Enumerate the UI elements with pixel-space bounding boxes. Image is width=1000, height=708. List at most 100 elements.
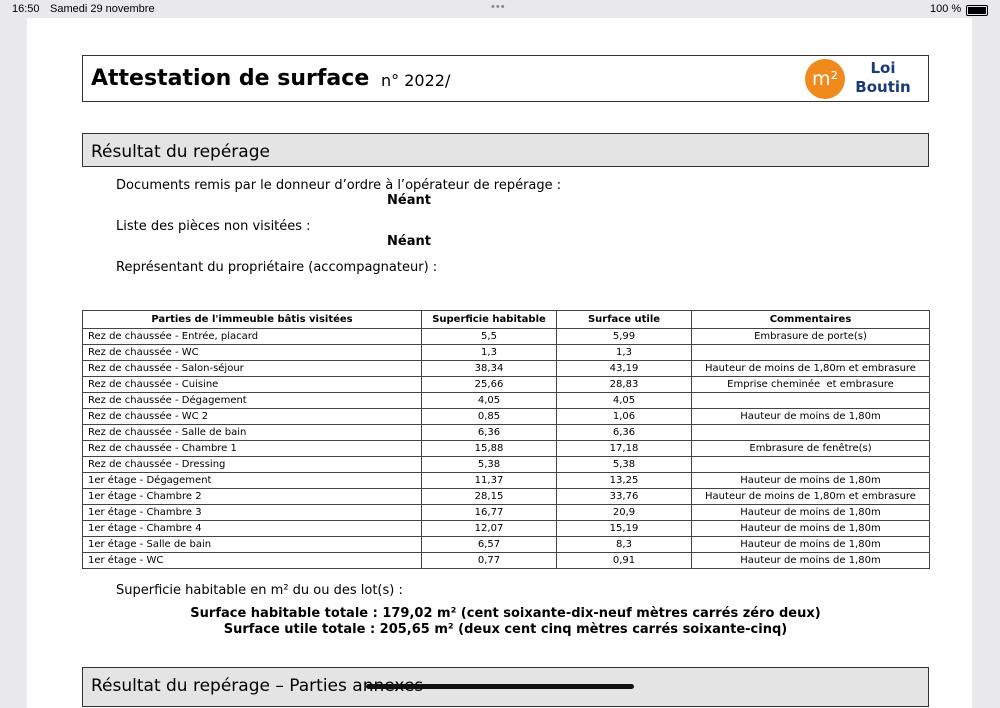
table-cell: 0,91 <box>556 552 692 569</box>
table-cell: Rez de chaussée - WC <box>82 344 422 361</box>
table-cell: Hauteur de moins de 1,80m <box>691 504 930 521</box>
multitask-dots[interactable]: ••• <box>491 1 506 13</box>
table-row: Rez de chaussée - Salle de bain 6,36 6,36 <box>82 424 930 441</box>
table-row: Rez de chaussée - Dressing 5,38 5,38 <box>82 456 930 473</box>
table-row: 1er étage - Salle de bain 6,57 8,3 Hauteur … <box>82 536 930 553</box>
table-cell: Emprise cheminée et embrasure <box>691 376 930 393</box>
table-row: Rez de chaussée - WC 2 0,85 1,06 Hauteur de… <box>82 408 930 425</box>
table-cell: 33,76 <box>556 488 692 505</box>
table-cell: Rez de chaussée - Chambre 1 <box>82 440 422 457</box>
column-header: Surface utile <box>556 310 692 329</box>
home-indicator[interactable] <box>366 684 634 689</box>
table-cell: 1,06 <box>556 408 692 425</box>
table-cell <box>691 392 930 409</box>
column-header: Superficie habitable <box>421 310 557 329</box>
table-cell: Hauteur de moins de 1,80m <box>691 520 930 537</box>
column-header: Parties de l'immeuble bâtis visitées <box>82 310 422 329</box>
table-cell: 1er étage - Chambre 3 <box>82 504 422 521</box>
table-cell: 0,85 <box>421 408 557 425</box>
table-cell: 28,15 <box>421 488 557 505</box>
table-cell: 6,36 <box>421 424 557 441</box>
table-cell: Embrasure de porte(s) <box>691 328 930 345</box>
table-cell: 43,19 <box>556 360 692 377</box>
table-row: Rez de chaussée - Dégagement 4,05 4,05 <box>82 392 930 409</box>
battery-level: 100 % <box>930 3 962 15</box>
total-habitable: Surface habitable totale : 179,02 m² (ce… <box>190 606 821 621</box>
table-cell <box>691 456 930 473</box>
table-cell: Embrasure de fenêtre(s) <box>691 440 930 457</box>
table-cell: 5,38 <box>421 456 557 473</box>
doc-number: n° 2022/ <box>381 71 451 90</box>
table-row: 1er étage - Chambre 4 12,07 15,19 Hauteur d… <box>82 520 930 537</box>
table-cell: 20,9 <box>556 504 692 521</box>
table-cell: Hauteur de moins de 1,80m <box>691 408 930 425</box>
table-cell <box>691 424 930 441</box>
table-row: 1er étage - Dégagement 11,37 13,25 Hauteur … <box>82 472 930 489</box>
column-header: Commentaires <box>691 310 930 329</box>
date: Samedi 29 novembre <box>50 3 155 15</box>
table-cell: 1er étage - Dégagement <box>82 472 422 489</box>
table-cell <box>691 344 930 361</box>
logo-line: Loi <box>870 59 896 77</box>
table-row: Rez de chaussée - WC 1,3 1,3 <box>82 344 930 361</box>
table-row: Rez de chaussée - Salon-séjour 38,34 43,19… <box>82 360 930 377</box>
header-box: Attestation de surface n° 2022/ m² Loi Bo… <box>82 55 929 102</box>
table-cell: 16,77 <box>421 504 557 521</box>
table-cell: 1er étage - WC <box>82 552 422 569</box>
table-cell: 1,3 <box>556 344 692 361</box>
table-cell: 5,5 <box>421 328 557 345</box>
table-cell: Rez de chaussée - Dégagement <box>82 392 422 409</box>
table-cell: Hauteur de moins de 1,80m et embrasure <box>691 360 930 377</box>
total-utile: Surface utile totale : 205,65 m² (deux c… <box>223 622 788 637</box>
table-cell: Rez de chaussée - Salle de bain <box>82 424 422 441</box>
table-cell: 25,66 <box>421 376 557 393</box>
table-row: 1er étage - WC 0,77 0,91 Hauteur de moins d… <box>82 552 930 569</box>
time: 16:50 <box>12 3 40 15</box>
table-row: 1er étage - Chambre 3 16,77 20,9 Hauteur de… <box>82 504 930 521</box>
table-cell: 5,38 <box>556 456 692 473</box>
section-header: Résultat du repérage <box>82 133 929 167</box>
table-cell: 6,57 <box>421 536 557 553</box>
logo-circle: m² <box>805 59 845 99</box>
representative-label: Représentant du propriétaire (accompagna… <box>116 260 438 275</box>
table-cell: 4,05 <box>556 392 692 409</box>
table-cell: 12,07 <box>421 520 557 537</box>
table-cell: Hauteur de moins de 1,80m <box>691 536 930 553</box>
table-cell: 1er étage - Chambre 2 <box>82 488 422 505</box>
table-cell: 28,83 <box>556 376 692 393</box>
summary-label: Superficie habitable en m² du ou des lot… <box>116 583 403 598</box>
table-cell: 15,19 <box>556 520 692 537</box>
table-cell: Rez de chaussée - Salon-séjour <box>82 360 422 377</box>
logo-text: Loi Boutin <box>855 59 911 97</box>
table-cell: 17,18 <box>556 440 692 457</box>
table-cell: 38,34 <box>421 360 557 377</box>
table-row: Rez de chaussée - Entrée, placard 5,5 5,99… <box>82 328 930 345</box>
table-cell: Rez de chaussée - Dressing <box>82 456 422 473</box>
table-cell: Hauteur de moins de 1,80m <box>691 552 930 569</box>
battery-icon <box>966 5 988 16</box>
unvisited-value: Néant <box>387 234 431 249</box>
table-cell: Rez de chaussée - Entrée, placard <box>82 328 422 345</box>
doc-title: Attestation de surface <box>91 66 370 91</box>
table-row: Rez de chaussée - Cuisine 25,66 28,83 Empri… <box>82 376 930 393</box>
table-cell: 1er étage - Salle de bain <box>82 536 422 553</box>
documents-value: Néant <box>387 193 431 208</box>
table-cell: Hauteur de moins de 1,80m <box>691 472 930 489</box>
logo-line: Boutin <box>855 78 911 96</box>
table-cell: Hauteur de moins de 1,80m et embrasure <box>691 488 930 505</box>
table-row: 1er étage - Chambre 2 28,15 33,76 Hauteur d… <box>82 488 930 505</box>
table-row: Rez de chaussée - Chambre 1 15,88 17,18 Emb… <box>82 440 930 457</box>
table-cell: 5,99 <box>556 328 692 345</box>
table-cell: 13,25 <box>556 472 692 489</box>
table-cell: 1er étage - Chambre 4 <box>82 520 422 537</box>
table-cell: Rez de chaussée - WC 2 <box>82 408 422 425</box>
table-cell: 11,37 <box>421 472 557 489</box>
table-cell: 6,36 <box>556 424 692 441</box>
table-cell: 4,05 <box>421 392 557 409</box>
table-cell: Rez de chaussée - Cuisine <box>82 376 422 393</box>
table-cell: 15,88 <box>421 440 557 457</box>
table-cell: 8,3 <box>556 536 692 553</box>
documents-label: Documents remis par le donneur d’ordre à… <box>116 178 562 193</box>
unvisited-label: Liste des pièces non visitées : <box>116 219 311 234</box>
